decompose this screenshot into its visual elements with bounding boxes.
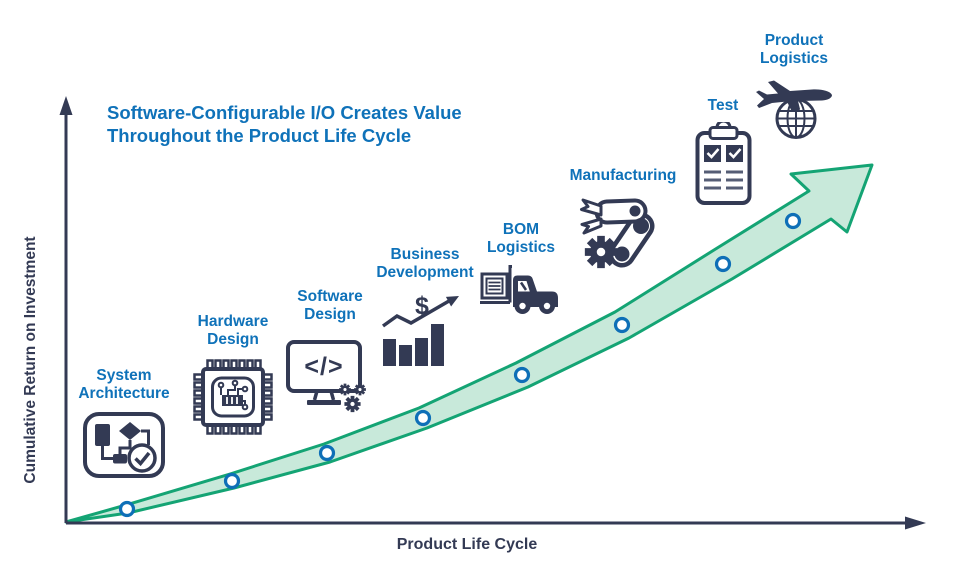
stage-label: Test bbox=[707, 97, 739, 114]
stage-system-architecture: System Architecture bbox=[69, 367, 179, 479]
stage-manufacturing: Manufacturing bbox=[545, 167, 701, 278]
microchip-icon bbox=[193, 358, 273, 435]
curve-marker bbox=[513, 366, 531, 384]
code-glyph: </> bbox=[304, 352, 343, 380]
y-axis bbox=[59, 96, 73, 523]
x-axis-label: Product Life Cycle bbox=[396, 536, 538, 553]
stage-test: Test bbox=[678, 97, 768, 206]
dollar-glyph: $ bbox=[415, 292, 429, 320]
stage-label: System Architecture bbox=[78, 367, 170, 403]
stage-business-development: Business Development $ bbox=[358, 246, 492, 368]
curve-marker bbox=[223, 472, 241, 490]
growth-chart-dollar-icon: $ bbox=[381, 292, 459, 366]
curve-marker bbox=[714, 255, 732, 273]
stage-label: Product Logistics bbox=[759, 32, 829, 68]
curve-marker bbox=[318, 444, 336, 462]
stage-label: Manufacturing bbox=[569, 167, 677, 184]
stage-product-logistics: Product Logistics bbox=[737, 32, 851, 140]
curve-marker bbox=[118, 500, 136, 518]
code-monitor-gears-icon: </> bbox=[286, 339, 368, 414]
flowchart-check-icon bbox=[83, 411, 165, 478]
robot-arm-gear-icon bbox=[580, 198, 655, 278]
roi-arrow-band bbox=[64, 163, 874, 524]
curve-marker bbox=[784, 212, 802, 230]
stage-hardware-design: Hardware Design bbox=[176, 313, 290, 437]
stage-label: Business Development bbox=[376, 246, 474, 282]
curve-marker bbox=[414, 409, 432, 427]
airplane-globe-icon bbox=[756, 80, 832, 139]
stage-label: Hardware Design bbox=[197, 313, 269, 349]
y-axis-label: Cumulative Return on Investment bbox=[22, 236, 39, 484]
stage-label: BOM Logistics bbox=[486, 221, 556, 257]
forklift-icon bbox=[480, 264, 558, 314]
checklist-clipboard-icon bbox=[695, 122, 751, 206]
x-axis bbox=[66, 516, 926, 530]
curve-markers bbox=[118, 212, 802, 518]
stage-software-design: Software Design </> bbox=[270, 288, 390, 416]
curve-marker bbox=[613, 316, 631, 334]
chart-title: Software-Configurable I/O Creates Value … bbox=[107, 102, 462, 146]
stage-label: Software Design bbox=[297, 288, 363, 324]
stage-bom-logistics: BOM Logistics bbox=[469, 221, 573, 315]
